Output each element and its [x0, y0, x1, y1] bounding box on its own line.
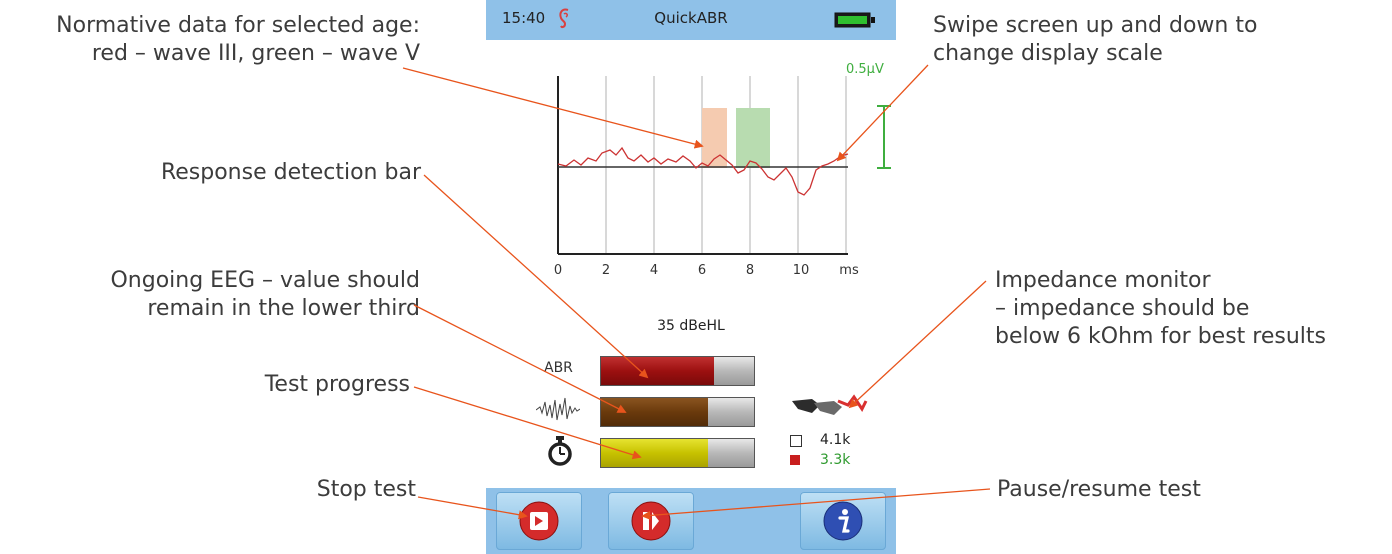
app-title: QuickABR [654, 9, 728, 27]
test-progress-fill [601, 439, 709, 467]
status-bar: 15:40 QuickABR [486, 0, 896, 40]
pause-resume-button[interactable] [608, 492, 694, 550]
x-tick-label: 0 [554, 263, 562, 278]
scale-label: 0.5µV [846, 62, 884, 77]
annotation-impedance-line3: below 6 kOhm for best results [995, 324, 1326, 349]
scale-bar[interactable] [877, 105, 891, 169]
ear-icon [559, 8, 569, 29]
normative-wave-v-region [736, 108, 770, 168]
stop-icon [519, 501, 559, 541]
x-tick-label: 2 [602, 263, 610, 278]
x-tick-label: 8 [746, 263, 754, 278]
battery-icon [834, 12, 875, 28]
annotation-impedance: Impedance monitor – impedance should be … [995, 267, 1326, 351]
impedance-electrode-icon [792, 394, 868, 415]
annotation-eeg-line2: remain in the lower third [147, 296, 420, 321]
x-tick-label: ms [839, 263, 859, 278]
red-electrode-swatch [790, 455, 800, 465]
annotation-swipe-line2: change display scale [933, 41, 1163, 66]
device-screen: 15:40 QuickABR [486, 0, 896, 554]
impedance-red-value: 3.3k [820, 452, 851, 468]
stop-test-button[interactable] [496, 492, 582, 550]
annotation-normative-data: Normative data for selected age: red – w… [0, 12, 420, 68]
abr-bar-label: ABR [544, 360, 573, 376]
annotation-swipe-scale: Swipe screen up and down to change displ… [933, 12, 1257, 68]
stopwatch-icon [548, 436, 572, 466]
white-electrode-swatch [790, 435, 802, 447]
annotation-normative-line1: Normative data for selected age: [56, 13, 420, 38]
annotation-impedance-line1: Impedance monitor [995, 268, 1211, 293]
annotation-eeg: Ongoing EEG – value should remain in the… [0, 267, 420, 323]
pause-icon [631, 501, 671, 541]
x-tick-labels: 0 2 4 6 8 10 ms [554, 263, 859, 278]
test-progress-bar [600, 438, 755, 468]
response-detection-fill [601, 357, 715, 385]
x-tick-label: 4 [650, 263, 658, 278]
annotation-test-progress: Test progress [264, 372, 410, 397]
annotation-impedance-line2: – impedance should be [995, 296, 1250, 321]
bottom-toolbar [486, 488, 896, 554]
annotation-eeg-line1: Ongoing EEG – value should [110, 268, 420, 293]
annotation-swipe-line1: Swipe screen up and down to [933, 13, 1258, 38]
impedance-white-value: 4.1k [820, 432, 851, 448]
response-detection-bar [600, 356, 755, 386]
eeg-level-fill [601, 398, 709, 426]
annotation-normative-line2: red – wave III, green – wave V [91, 41, 420, 66]
abr-waveform [557, 146, 849, 196]
stimulus-level: 35 dBeHL [657, 318, 725, 334]
annotation-pause-resume: Pause/resume test [997, 477, 1201, 502]
status-time: 15:40 [502, 9, 546, 27]
waveform-plot[interactable]: 0.5µV 0 2 4 6 8 10 ms [486, 40, 896, 300]
x-tick-label: 10 [793, 263, 810, 278]
info-icon [823, 501, 863, 541]
x-tick-label: 6 [698, 263, 706, 278]
eeg-waveform-icon [536, 397, 580, 421]
eeg-level-bar [600, 397, 755, 427]
annotation-stop-test: Stop test [316, 477, 416, 502]
info-button[interactable] [800, 492, 886, 550]
annotation-response-bar: Response detection bar [160, 160, 421, 185]
